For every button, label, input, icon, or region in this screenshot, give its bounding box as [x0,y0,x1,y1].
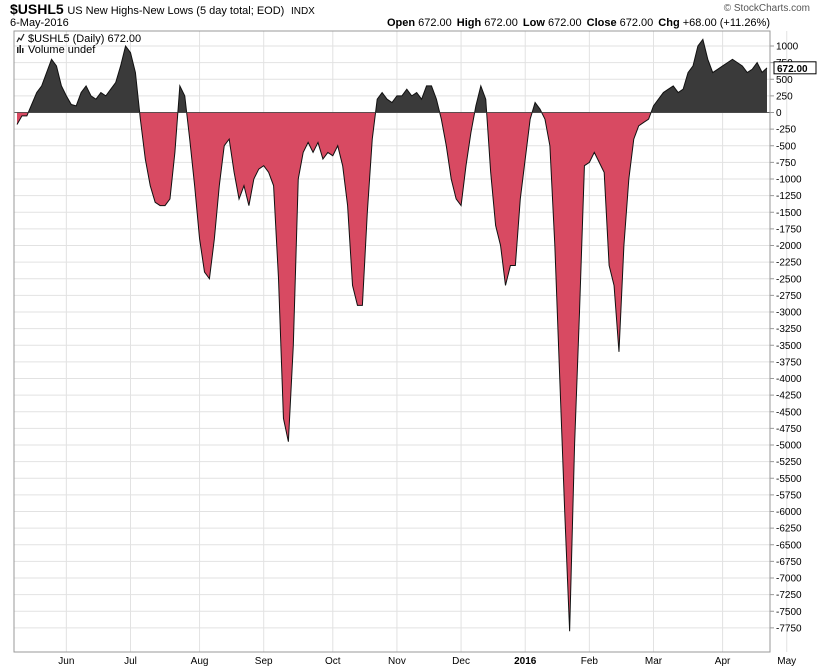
y-tick-label: -3250 [776,324,802,335]
volume-legend-label: Volume undef [28,44,96,56]
exchange-label: INDX [290,6,315,17]
x-tick-label: Oct [325,656,341,667]
y-tick-label: -2250 [776,258,802,269]
x-tick-label: May [777,656,796,667]
series-legend-label: $USHL5 (Daily) 672.00 [28,33,141,45]
chart-areas [17,39,767,632]
y-tick-label: -7000 [776,574,802,585]
x-tick-label: Sep [255,656,273,667]
y-tick-label: -4500 [776,407,802,418]
y-tick-label: -4750 [776,424,802,435]
y-tick-label: -6250 [776,524,802,535]
x-tick-label: Feb [581,656,599,667]
series-line-icon [16,33,25,43]
y-tick-label: -4000 [776,374,802,385]
last-value-label: 672.00 [777,64,808,75]
y-tick-label: -1500 [776,208,802,219]
y-tick-label: -1750 [776,224,802,235]
x-axis-labels: Jun Jul Aug Sep Oct Nov Dec 2016 Feb Mar Apr May [58,656,796,667]
x-tick-label: Jul [124,656,137,667]
y-tick-label: -3750 [776,357,802,368]
x-tick-label: Mar [645,656,663,667]
plot-frame [13,30,771,653]
volume-bar-icon [17,45,24,53]
y-tick-label: -2000 [776,241,802,252]
date-label: 6-May-2016 [10,17,69,29]
y-tick-label: -4250 [776,391,802,402]
chart-legend: $USHL5 (Daily) 672.00 Volume undef [16,33,141,56]
x-tick-label: Apr [715,656,731,667]
y-tick-label: 500 [776,75,793,86]
y-tick-label: -500 [776,141,796,152]
positive-area [17,39,767,113]
y-tick-label: -750 [776,158,796,169]
chart-header: $USHL5 US New Highs-New Lows (5 day tota… [10,1,315,17]
y-tick-label: -5250 [776,457,802,468]
ohlc-value-chg: +68.00 (+11.26%) [679,17,770,29]
ohlc-label-open: Open [386,17,416,29]
y-tick-label: -250 [776,125,796,136]
y-tick-label: -6500 [776,540,802,551]
y-tick-label: -5500 [776,474,802,485]
ohlc-value-open: 672.00 [415,17,452,29]
y-tick-label: -7250 [776,590,802,601]
ohlc-label-low: Low [522,17,545,29]
stockcharts-credit[interactable]: © StockCharts.com [723,3,810,14]
ohlc-label-chg: Chg [658,17,680,29]
y-tick-label: 0 [776,108,782,119]
y-tick-label: -6750 [776,557,802,568]
y-tick-label: -1250 [776,191,802,202]
x-tick-label: Jun [58,656,74,667]
y-tick-label: -3500 [776,341,802,352]
y-tick-label: -7500 [776,607,802,618]
chart-title: US New Highs-New Lows (5 day total; EOD) [67,5,285,17]
last-value-marker: 672.00 [773,61,817,75]
x-tick-label: 2016 [514,656,537,667]
y-tick-label: -3000 [776,308,802,319]
y-axis-labels: 10007505002500-250-500-750-1000-1250-150… [776,42,802,635]
series-line [16,38,768,632]
negative-area [17,112,767,632]
chart-grid [14,31,788,652]
last-value-box [773,61,817,75]
y-tick-label: -7750 [776,623,802,634]
y-tick-label: -5750 [776,490,802,501]
ohlc-value-low: 672.00 [544,17,582,29]
ohlc-label-high: High [456,17,482,29]
y-tick-label: -6000 [776,507,802,518]
y-tick-label: -2500 [776,274,802,285]
ohlc-label-close: Close [586,17,617,29]
y-tick-label: 1000 [776,42,799,53]
y-tick-label: 250 [776,91,793,102]
x-tick-label: Nov [388,656,406,667]
x-tick-label: Dec [452,656,470,667]
chart-line-group [14,38,770,632]
ohlc-value-close: 672.00 [616,17,654,29]
y-tick-label: -5000 [776,441,802,452]
ohlc-summary: Open 672.00 High 672.00 Low 672.00 Close 67… [382,17,770,29]
y-tick-label: -2750 [776,291,802,302]
x-tick-label: Aug [191,656,209,667]
ohlc-value-high: 672.00 [481,17,518,29]
y-tick-label: -1000 [776,175,802,186]
symbol-label: $USHL5 [10,1,64,17]
